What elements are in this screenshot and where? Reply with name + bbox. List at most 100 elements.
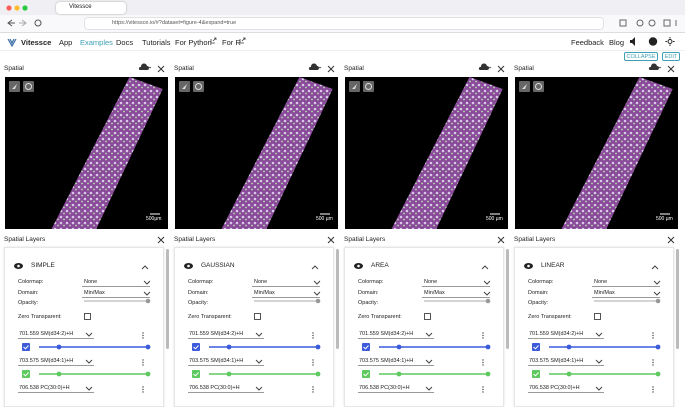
opacity-slider[interactable] [424,298,491,304]
more-button[interactable] [652,359,654,366]
channel-checkbox[interactable] [532,343,540,351]
nav-link[interactable]: For Python [175,38,212,47]
chevron[interactable] [483,280,491,285]
opacity-slider[interactable] [84,298,151,304]
select[interactable] [592,290,660,298]
cloud-download[interactable] [138,63,152,71]
close-button[interactable] [497,236,505,244]
cloud-download[interactable] [648,63,662,71]
checkbox[interactable] [424,313,431,320]
checkbox[interactable] [254,313,261,320]
channel-range-slider[interactable] [39,371,151,377]
nav-link[interactable]: Blog [609,38,625,47]
chevron[interactable] [425,359,433,364]
more-button[interactable] [482,386,484,393]
more-button[interactable] [652,332,654,339]
visibility-toggle[interactable] [354,263,363,269]
chevron[interactable] [425,332,433,337]
chevron[interactable] [595,386,603,391]
channel-select[interactable] [18,385,94,393]
channel-range-slider[interactable] [379,344,491,350]
chevron[interactable] [481,265,489,270]
channel-select[interactable] [358,385,434,393]
checkbox[interactable] [594,313,601,320]
channel-checkbox[interactable] [532,370,540,378]
cloud-download[interactable] [308,63,322,71]
checkbox[interactable] [84,313,91,320]
nav-link[interactable]: Feedback [571,38,604,47]
channel-select[interactable] [528,385,604,393]
select[interactable] [592,279,660,287]
channel-checkbox[interactable] [192,343,200,351]
chevron[interactable] [85,332,93,337]
channel-select[interactable] [358,331,434,339]
channel-select[interactable] [18,331,94,339]
channel-checkbox[interactable] [362,343,370,351]
more-button[interactable] [142,332,144,339]
close-button[interactable] [157,236,165,244]
channel-range-slider[interactable] [39,344,151,350]
close-button[interactable] [327,65,335,73]
chevron[interactable] [425,386,433,391]
more-button[interactable] [312,386,314,393]
browser-icons[interactable] [619,19,680,27]
chevron[interactable] [141,265,149,270]
header-icons[interactable] [630,37,675,46]
more-button[interactable] [482,332,484,339]
brand[interactable]: Vitessce [21,38,52,47]
close-button[interactable] [157,65,165,73]
chevron[interactable] [313,291,321,296]
close-button[interactable] [497,65,505,73]
chevron[interactable] [653,291,661,296]
opacity-slider[interactable] [594,298,661,304]
select[interactable] [252,279,320,287]
channel-range-slider[interactable] [549,344,661,350]
chevron[interactable] [255,332,263,337]
channel-checkbox[interactable] [362,370,370,378]
nav-link[interactable]: Docs [116,38,134,47]
more-button[interactable] [312,359,314,366]
channel-range-slider[interactable] [549,371,661,377]
cloud-download[interactable] [478,63,492,71]
channel-select[interactable] [188,358,264,366]
close-button[interactable] [667,65,675,73]
more-button[interactable] [482,359,484,366]
chevron[interactable] [483,291,491,296]
visibility-toggle[interactable] [524,263,533,269]
nav-link[interactable]: Tutorials [142,38,171,47]
chevron[interactable] [85,386,93,391]
nav-link[interactable]: Examples [80,38,113,47]
select[interactable] [422,279,490,287]
select[interactable] [82,290,150,298]
nav-link[interactable]: App [59,38,73,47]
nav-buttons[interactable] [6,19,42,27]
chevron[interactable] [255,359,263,364]
channel-range-slider[interactable] [379,371,491,377]
channel-select[interactable] [358,358,434,366]
visibility-toggle[interactable] [14,263,23,269]
address-field[interactable] [84,17,604,30]
more-button[interactable] [142,359,144,366]
chevron[interactable] [255,386,263,391]
chevron[interactable] [595,332,603,337]
nav-link[interactable]: For R [222,38,241,47]
more-button[interactable] [652,386,654,393]
channel-range-slider[interactable] [209,371,321,377]
channel-select[interactable] [188,385,264,393]
close-button[interactable] [327,236,335,244]
toolbar-button[interactable]: EDIT [662,52,680,61]
channel-select[interactable] [18,358,94,366]
channel-select[interactable] [188,331,264,339]
chevron[interactable] [143,291,151,296]
channel-range-slider[interactable] [209,344,321,350]
select[interactable] [252,290,320,298]
chevron[interactable] [595,359,603,364]
chevron[interactable] [143,280,151,285]
chevron[interactable] [651,265,659,270]
toolbar-button[interactable]: COLLAPSE [624,52,658,61]
more-button[interactable] [312,332,314,339]
select[interactable] [422,290,490,298]
chevron[interactable] [313,280,321,285]
channel-checkbox[interactable] [22,343,30,351]
chevron[interactable] [653,280,661,285]
